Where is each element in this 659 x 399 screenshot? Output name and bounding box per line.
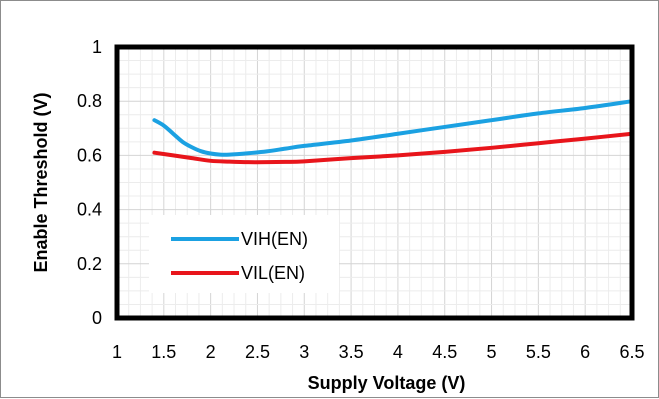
x-tick-label: 2	[206, 342, 216, 362]
series-line-vil-en	[152, 131, 634, 165]
series-line-vih-en	[152, 99, 634, 157]
x-tick-label: 1.5	[151, 342, 176, 362]
y-tick-label: 0.4	[77, 200, 102, 220]
legend-label-vil: VIL(EN)	[241, 263, 305, 283]
y-tick-label: 0.8	[77, 91, 102, 111]
legend-label-vih: VIH(EN)	[241, 229, 308, 249]
x-tick-label: 6	[580, 342, 590, 362]
plot-border	[114, 44, 635, 321]
x-tick-label: 6.5	[619, 342, 644, 362]
y-tick-label: 0.6	[77, 145, 102, 165]
legend: VIH(EN) VIL(EN)	[149, 215, 339, 293]
x-tick-label: 3	[299, 342, 309, 362]
x-axis-ticks: 1 1.5 2 2.5 3 3.5 4 4.5 5 5.5 6 6.5	[112, 342, 645, 362]
y-tick-label: 0	[92, 308, 102, 328]
x-axis-title: Supply Voltage (V)	[308, 373, 466, 393]
x-tick-label: 1	[112, 342, 122, 362]
y-axis-title: Enable Threshold (V)	[31, 92, 51, 272]
legend-background	[149, 215, 339, 293]
y-tick-label: 0.2	[77, 254, 102, 274]
x-tick-label: 2.5	[245, 342, 270, 362]
y-tick-label: 1	[92, 37, 102, 57]
x-tick-label: 3.5	[339, 342, 364, 362]
x-tick-label: 5.5	[526, 342, 551, 362]
x-tick-label: 5	[487, 342, 497, 362]
y-axis-ticks: 0 0.2 0.4 0.6 0.8 1	[77, 37, 102, 328]
series-lines	[152, 99, 634, 165]
x-tick-label: 4.5	[432, 342, 457, 362]
x-tick-label: 4	[393, 342, 403, 362]
